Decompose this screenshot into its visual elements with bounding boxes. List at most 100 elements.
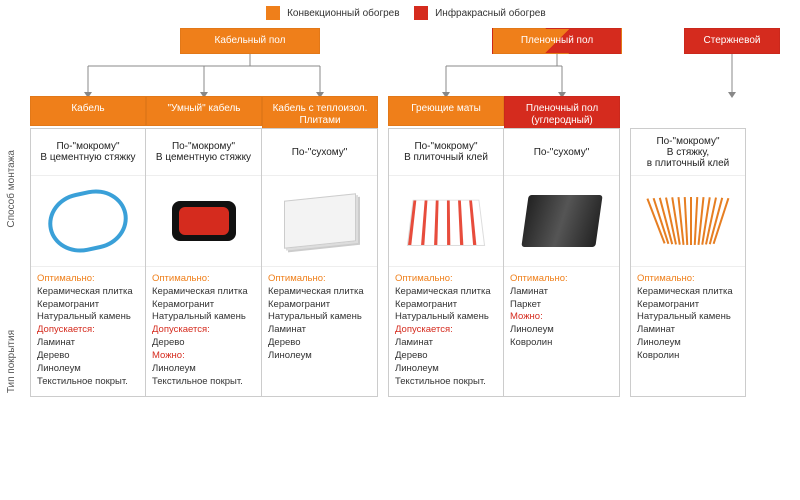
install-method: По-"мокрому"В цементную стяжку [31, 129, 145, 175]
cover-item: Дерево [395, 350, 497, 363]
root-rod: Стержневой [684, 28, 780, 54]
install-line: По-"мокрому" [37, 141, 139, 152]
product-image [631, 175, 745, 267]
cover-item: Линолеум [510, 324, 613, 337]
cover-heading: Оптимально: [152, 273, 255, 286]
root-film-floor: Пленочный пол [492, 28, 622, 54]
cover-item: Ковролин [637, 350, 739, 363]
cable-blue-icon [43, 183, 134, 258]
install-method: По-"мокрому"В плиточный клей [389, 129, 503, 175]
cover-heading: Оптимально: [37, 273, 139, 286]
cover-item: Керамическая плитка [37, 286, 139, 299]
cover-item: Линолеум [152, 363, 255, 376]
install-line: В цементную стяжку [37, 152, 139, 163]
cover-types: Оптимально:Керамическая плиткаКерамогран… [31, 267, 145, 396]
cover-item: Ламинат [395, 337, 497, 350]
cover-heading: Можно: [152, 350, 255, 363]
column-group: По-"мокрому"В цементную стяжкуОптимально… [30, 128, 378, 397]
install-method: По-"сухому" [504, 129, 619, 175]
cover-types: Оптимально:Керамическая плиткаКерамогран… [262, 267, 377, 371]
cover-heading: Оптимально: [268, 273, 371, 286]
sub-cable: Кабель [30, 96, 146, 126]
cover-item: Натуральный камень [395, 311, 497, 324]
cover-item: Натуральный камень [37, 311, 139, 324]
column: По-"мокрому"В цементную стяжку Оптимально… [30, 128, 146, 397]
column: По-"мокрому"В цементную стяжку Оптимально… [146, 128, 262, 397]
cover-item: Дерево [268, 337, 371, 350]
product-image [504, 175, 619, 267]
columns: По-"мокрому"В цементную стяжкуОптимально… [30, 128, 746, 397]
cover-heading: Можно: [510, 311, 613, 324]
product-image [262, 175, 377, 267]
cover-item: Линолеум [395, 363, 497, 376]
cover-heading: Оптимально: [637, 273, 739, 286]
install-line: В цементную стяжку [152, 152, 255, 163]
cover-item: Ковролин [510, 337, 613, 350]
mat-icon [407, 200, 485, 246]
spool-icon [172, 196, 236, 246]
cover-types: Оптимально:ЛаминатПаркетМожно:ЛинолеумКо… [504, 267, 619, 358]
column-group: По-"мокрому"В плиточный клейОптимально:К… [388, 128, 620, 397]
cover-item: Керамогранит [152, 299, 255, 312]
cover-item: Натуральный камень [152, 311, 255, 324]
install-method: По-"сухому" [262, 129, 377, 175]
install-line: По-"сухому" [510, 147, 613, 158]
install-line: В стяжку, [637, 147, 739, 158]
cover-item: Текстильное покрыт. [395, 376, 497, 389]
cover-item: Керамическая плитка [395, 286, 497, 299]
legend-swatch-convection [266, 6, 280, 20]
film-icon [521, 195, 602, 247]
install-method: По-"мокрому"В цементную стяжку [146, 129, 261, 175]
rods-icon [649, 195, 727, 247]
cover-item: Ламинат [510, 286, 613, 299]
product-image [146, 175, 261, 267]
install-line: В плиточный клей [395, 152, 497, 163]
cover-heading: Допускается: [395, 324, 497, 337]
cover-item: Керамическая плитка [152, 286, 255, 299]
cover-item: Керамогранит [37, 299, 139, 312]
cover-item: Керамическая плитка [637, 286, 739, 299]
legend-label-infrared: Инфракрасный обогрев [435, 8, 546, 19]
rowlabel-cover: Тип покрытия [4, 330, 18, 396]
column: По-"мокрому"В плиточный клей Оптимально:К… [388, 128, 504, 397]
sub-smart-cable: "Умный" кабель [146, 96, 262, 126]
cover-item: Ламинат [37, 337, 139, 350]
cover-item: Керамическая плитка [268, 286, 371, 299]
cover-item: Линолеум [637, 337, 739, 350]
cover-heading: Оптимально: [395, 273, 497, 286]
cover-item: Натуральный камень [268, 311, 371, 324]
install-line: По-"мокрому" [395, 141, 497, 152]
rowlabel-install: Способ монтажа [4, 150, 18, 231]
cover-types: Оптимально:Керамическая плиткаКерамогран… [389, 267, 503, 396]
product-image [31, 175, 145, 267]
install-line: в плиточный клей [637, 158, 739, 169]
column: По-"сухому" Оптимально:Керамическая плитк… [262, 128, 378, 397]
cover-item: Линолеум [268, 350, 371, 363]
legend-swatch-infrared [414, 6, 428, 20]
cover-item: Ламинат [637, 324, 739, 337]
cover-item: Паркет [510, 299, 613, 312]
cover-item: Керамогранит [268, 299, 371, 312]
cover-item: Дерево [37, 350, 139, 363]
column: По-"мокрому"В стяжку,в плиточный клей Опт… [630, 128, 746, 397]
cover-heading: Допускается: [152, 324, 255, 337]
cover-item: Ламинат [268, 324, 371, 337]
product-image [389, 175, 503, 267]
install-line: По-"мокрому" [152, 141, 255, 152]
cover-item: Керамогранит [637, 299, 739, 312]
panel-icon [284, 193, 356, 249]
root-cable-floor: Кабельный пол [180, 28, 320, 54]
legend-label-convection: Конвекционный обогрев [287, 8, 399, 19]
column-group: По-"мокрому"В стяжку,в плиточный клей Опт… [630, 128, 746, 397]
cover-item: Линолеум [37, 363, 139, 376]
cover-item: Натуральный камень [637, 311, 739, 324]
cover-types: Оптимально:Керамическая плиткаКерамогран… [631, 267, 745, 371]
install-line: По-"мокрому" [637, 136, 739, 147]
cover-item: Текстильное покрыт. [152, 376, 255, 389]
cover-types: Оптимально:Керамическая плиткаКерамогран… [146, 267, 261, 396]
cover-heading: Допускается: [37, 324, 139, 337]
cover-item: Дерево [152, 337, 255, 350]
column: По-"сухому" Оптимально:ЛаминатПаркетМожно… [504, 128, 620, 397]
cover-item: Текстильное покрыт. [37, 376, 139, 389]
cover-heading: Оптимально: [510, 273, 613, 286]
